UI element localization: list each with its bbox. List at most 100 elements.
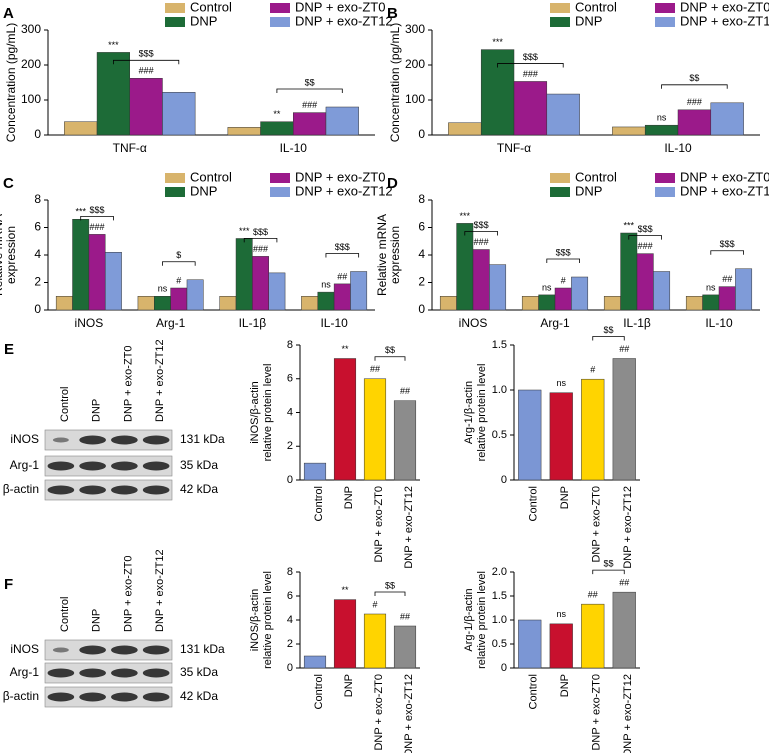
legend-swatch	[550, 187, 570, 197]
bar	[612, 358, 636, 481]
x-tick-label: Arg-1	[156, 316, 186, 330]
legend-label: DNP + exo-ZT0	[295, 169, 385, 184]
blot-band	[111, 435, 138, 445]
y-tick-label: 200	[405, 57, 425, 71]
y-axis-label: Relative mRNA	[375, 214, 389, 296]
significance-label: ##	[400, 386, 410, 396]
x-tick-label: DNP + exo-ZT12	[403, 486, 415, 569]
legend-swatch	[655, 17, 675, 27]
bracket	[162, 261, 196, 266]
bar	[549, 623, 573, 669]
blot-band	[47, 485, 75, 495]
significance-label: ###	[523, 69, 538, 79]
bar	[88, 234, 106, 311]
blot-strip	[44, 662, 173, 684]
lane-label: DNP	[91, 399, 103, 422]
legend-swatch	[165, 173, 185, 183]
legend-label: DNP + exo-ZT12	[680, 183, 769, 198]
significance-label: ***	[108, 40, 119, 50]
x-tick-label: DNP	[343, 674, 355, 697]
x-tick-label: IL-10	[320, 316, 348, 330]
panel-label: A	[3, 5, 14, 22]
bar	[333, 283, 351, 311]
legend-swatch	[550, 173, 570, 183]
y-tick-label: 2.0	[492, 566, 507, 578]
y-tick-label: 1.5	[492, 339, 507, 351]
bar	[456, 223, 474, 311]
blot-band	[142, 645, 170, 655]
legend-swatch	[165, 187, 185, 197]
bracket-label: $$	[385, 345, 395, 355]
bracket	[80, 215, 114, 221]
blot-band	[47, 692, 75, 702]
bracket	[497, 63, 564, 68]
panel-label: F	[4, 576, 13, 593]
bracket-label: $$	[385, 580, 395, 590]
bar	[293, 112, 327, 136]
legend-swatch	[165, 3, 185, 13]
bracket	[628, 235, 662, 240]
bar	[393, 400, 417, 481]
y-axis-label: Arg-1/β-actin	[463, 381, 475, 444]
lane-label: DNP	[91, 609, 103, 632]
y-tick-label: 0	[34, 127, 41, 141]
blot-band	[47, 668, 75, 678]
y-axis-label: Relative mRNA	[0, 214, 5, 296]
blot-band	[111, 668, 138, 678]
bar	[489, 264, 507, 311]
blot-band	[142, 461, 170, 471]
lane-label: DNP + exo-ZT12	[154, 339, 166, 422]
significance-label: #	[372, 599, 377, 609]
y-axis-label: Concentration (pg/mL)	[4, 23, 18, 142]
blot-strip	[44, 479, 173, 501]
bar	[612, 126, 646, 136]
legend-label: DNP	[190, 13, 217, 28]
bar	[603, 296, 621, 311]
blot-row-label: β-actin	[3, 689, 39, 703]
blot-band	[79, 645, 106, 655]
y-tick-label: 6	[418, 220, 425, 234]
x-tick-label: Control	[313, 674, 325, 709]
significance-label: ##	[722, 274, 732, 284]
significance-label: ns	[321, 280, 331, 290]
bar	[513, 81, 548, 136]
y-tick-label: 4	[34, 247, 41, 261]
significance-label: #	[176, 275, 181, 285]
y-tick-label: 1.5	[492, 590, 507, 602]
panel-label: E	[4, 341, 14, 358]
x-tick-label: DNP + exo-ZT0	[373, 486, 385, 563]
bracket-label: $$$	[139, 49, 154, 59]
x-tick-label: IL-1β	[623, 316, 651, 330]
bar	[636, 253, 654, 311]
y-tick-label: 200	[21, 57, 41, 71]
significance-label: ##	[619, 578, 629, 588]
x-tick-label: TNF-α	[497, 141, 531, 155]
bracket	[592, 336, 625, 341]
bracket-label: $$$	[720, 239, 735, 249]
y-axis-label: expression	[4, 226, 18, 284]
blot-strip	[44, 686, 173, 708]
lane-label: DNP + exo-ZT0	[122, 555, 134, 632]
legend-swatch	[270, 17, 290, 27]
legend-label: DNP + exo-ZT12	[295, 13, 393, 28]
bar	[170, 287, 188, 311]
blot-strip	[44, 429, 173, 451]
significance-label: ###	[687, 97, 702, 107]
y-tick-label: 300	[21, 22, 41, 36]
y-axis-label: Concentration (pg/mL)	[388, 23, 402, 142]
bar	[472, 249, 490, 311]
legend-label: DNP + exo-ZT0	[295, 0, 385, 14]
bar	[518, 619, 542, 669]
x-tick-label: iNOS	[75, 316, 104, 330]
bar	[702, 294, 720, 311]
x-tick-label: DNP + exo-ZT12	[622, 486, 634, 569]
bracket	[661, 84, 728, 89]
y-tick-label: 0	[287, 662, 293, 674]
y-tick-label: 0	[418, 302, 425, 316]
bar	[72, 219, 90, 311]
x-tick-label: Control	[313, 486, 325, 521]
bar	[549, 392, 573, 481]
panel-label: D	[387, 175, 398, 192]
blot-band	[79, 461, 106, 471]
